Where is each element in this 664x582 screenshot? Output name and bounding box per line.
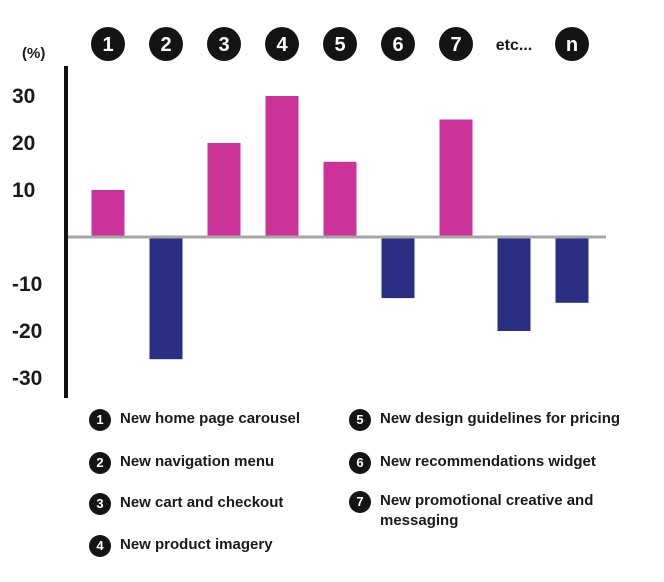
category-number-badge	[149, 27, 183, 61]
bar-etc	[497, 237, 531, 331]
bar-3	[207, 143, 241, 237]
category-number-label: 7	[450, 34, 461, 56]
category-number-badge	[323, 27, 357, 61]
bar-1	[91, 190, 125, 237]
bar-4	[265, 96, 299, 237]
category-etc-label: etc...	[496, 37, 532, 54]
bar-2	[149, 237, 183, 360]
y-tick-label: -20	[12, 320, 42, 343]
category-number-label: 2	[160, 34, 171, 56]
bar-7	[439, 119, 473, 237]
y-tick-label: 20	[12, 132, 35, 155]
y-axis-unit-label: (%)	[22, 45, 45, 62]
category-number-badge	[265, 27, 299, 61]
bar-n	[555, 237, 589, 303]
category-number-label: 6	[392, 34, 403, 56]
category-number-label: 3	[218, 34, 229, 56]
y-tick-label: 10	[12, 179, 35, 202]
category-number-badge	[439, 27, 473, 61]
bar-6	[381, 237, 415, 299]
y-tick-label: -30	[12, 367, 42, 390]
y-tick-label: -10	[12, 273, 42, 296]
y-tick-label: 30	[12, 85, 35, 108]
category-number-badge	[207, 27, 241, 61]
category-number-label: 4	[276, 34, 288, 56]
category-number-label: 5	[334, 34, 345, 56]
category-number-label: 1	[102, 34, 113, 56]
bar-5	[323, 161, 357, 237]
category-number-badge	[381, 27, 415, 61]
category-number-label: n	[566, 34, 578, 56]
category-number-badge	[555, 27, 589, 61]
category-number-badge	[91, 27, 125, 61]
